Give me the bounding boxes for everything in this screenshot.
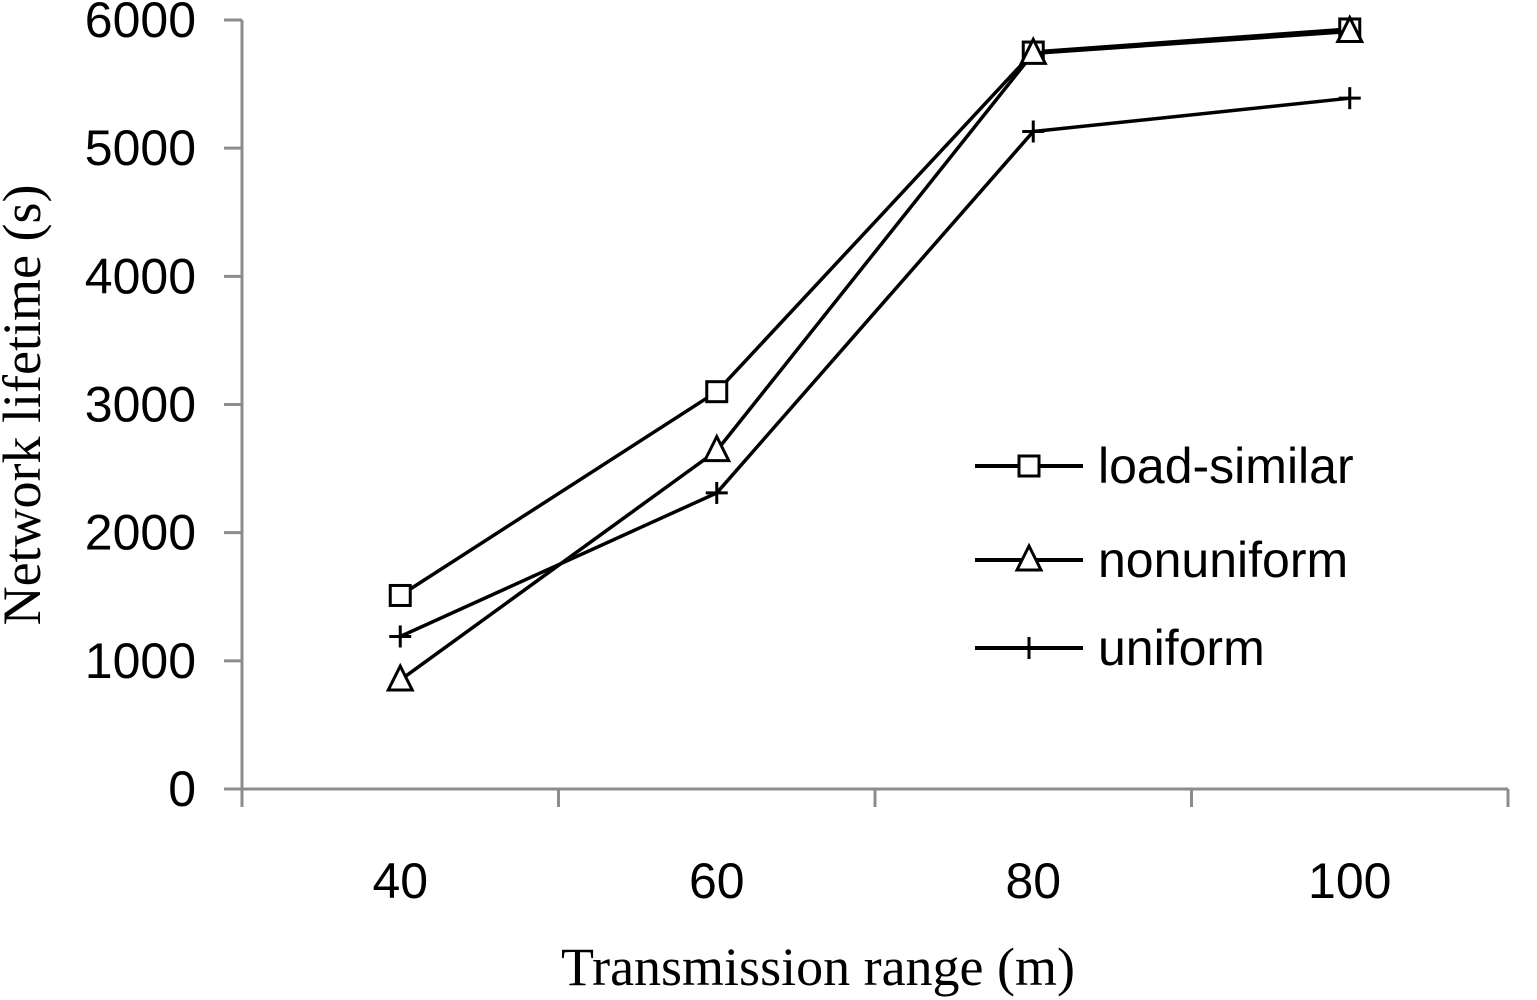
axes: [224, 18, 1510, 807]
x-tick-label: 80: [1005, 853, 1061, 909]
series-uniform: [389, 87, 1361, 648]
legend-label: load-similar: [1098, 438, 1354, 494]
data-point-triangle: [1014, 542, 1044, 572]
legend-item: uniform: [975, 620, 1265, 676]
series-line: [399, 96, 1350, 639]
data-point-square: [1017, 454, 1041, 478]
y-tick-label: 3000: [85, 377, 196, 433]
legend-item: load-similar: [975, 438, 1354, 494]
data-point-plus: [705, 481, 728, 504]
data-point-triangle: [1335, 14, 1365, 44]
x-axis-title: Transmission range (m): [561, 937, 1075, 997]
data-point-plus: [1338, 87, 1361, 110]
data-point-square: [705, 380, 729, 404]
data-point-triangle: [1018, 35, 1048, 65]
series-nonuniform: [385, 14, 1365, 692]
series-line: [399, 27, 1350, 597]
y-tick-label: 5000: [85, 120, 196, 176]
y-tick-labels: 0 1000 2000 3000 4000 5000 6000: [85, 0, 196, 817]
data-point-square: [388, 583, 412, 607]
y-tick-label: 6000: [85, 0, 196, 48]
data-point-plus: [1018, 637, 1040, 659]
data-point-plus: [389, 625, 412, 648]
data-point-triangle: [702, 433, 732, 463]
legend-item: nonuniform: [975, 532, 1348, 588]
data-point-triangle: [385, 662, 415, 692]
x-tick-label: 60: [689, 853, 745, 909]
y-tick-label: 2000: [85, 505, 196, 561]
x-tick-label: 40: [372, 853, 428, 909]
x-tick-labels: 40 60 80 100: [372, 853, 1391, 909]
legend-label: nonuniform: [1098, 532, 1348, 588]
x-tick-label: 100: [1308, 853, 1391, 909]
legend: load-similar nonuniform uniform: [975, 438, 1354, 676]
legend-label: uniform: [1098, 620, 1265, 676]
series-lines: [385, 14, 1365, 692]
y-axis-title: Network lifetime (s): [0, 185, 52, 626]
y-tick-label: 4000: [85, 248, 196, 304]
y-tick-label: 1000: [85, 633, 196, 689]
y-tick-label: 0: [168, 761, 196, 817]
data-point-plus: [1022, 120, 1045, 143]
